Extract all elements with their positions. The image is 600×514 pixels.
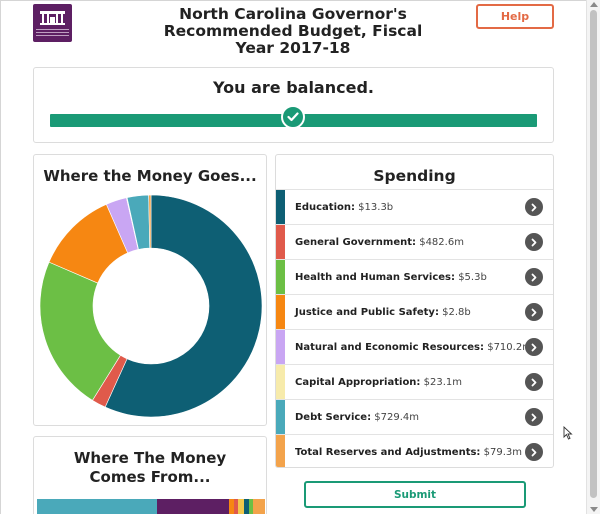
donut-segment[interactable] <box>39 261 121 401</box>
donut-segment[interactable] <box>104 194 263 418</box>
revenue-segment[interactable] <box>253 499 265 514</box>
chevron-right-icon[interactable] <box>525 268 543 286</box>
balance-indicator <box>281 105 305 129</box>
scroll-up-arrow-icon[interactable] <box>590 2 598 7</box>
spending-category: General Government: <box>295 236 417 248</box>
spending-row-label: Justice and Public Safety: $2.8b <box>295 307 471 318</box>
building-icon <box>40 11 65 25</box>
money-goes-panel: Where the Money Goes... <box>33 154 267 426</box>
spending-category: Education: <box>295 201 355 213</box>
spending-amount: $79.3m <box>483 446 522 458</box>
spending-category: Total Reserves and Adjustments: <box>295 446 481 458</box>
spending-row-label: General Government: $482.6m <box>295 237 464 248</box>
spending-row-swatch <box>276 295 285 329</box>
money-comes-panel: Where The Money Comes From... <box>33 436 267 514</box>
spending-amount: $23.1m <box>423 376 462 388</box>
mouse-cursor-icon <box>563 426 573 440</box>
spending-row-label: Debt Service: $729.4m <box>295 412 419 423</box>
spending-row-label: Capital Appropriation: $23.1m <box>295 377 462 388</box>
spending-row[interactable]: General Government: $482.6m <box>276 224 553 259</box>
spending-row-label: Health and Human Services: $5.3b <box>295 272 487 283</box>
nc-osbm-logo <box>33 4 72 42</box>
spending-amount: $5.3b <box>458 271 487 283</box>
spending-row[interactable]: Natural and Economic Resources: $710.2m <box>276 329 553 364</box>
chevron-right-icon[interactable] <box>525 303 543 321</box>
spending-row-swatch <box>276 435 285 467</box>
spending-panel: Spending Education: $13.3b General Govern… <box>275 154 554 468</box>
spending-row-swatch <box>276 190 285 224</box>
chevron-right-icon[interactable] <box>525 443 543 461</box>
page-scrollbar[interactable] <box>586 0 600 514</box>
spending-row-swatch <box>276 400 285 434</box>
revenue-segment[interactable] <box>249 499 253 514</box>
spending-row[interactable]: Education: $13.3b <box>276 189 553 224</box>
revenue-segment[interactable] <box>234 499 238 514</box>
chevron-right-icon[interactable] <box>525 408 543 426</box>
money-comes-heading: Where The Money Comes From... <box>73 449 227 486</box>
chevron-right-icon[interactable] <box>525 373 543 391</box>
spending-row[interactable]: Capital Appropriation: $23.1m <box>276 364 553 399</box>
revenue-segment[interactable] <box>37 499 157 514</box>
spending-row-label: Education: $13.3b <box>295 202 393 213</box>
revenue-segment[interactable] <box>157 499 229 514</box>
spending-amount: $710.2m <box>487 341 532 353</box>
spending-amount: $2.8b <box>442 306 471 318</box>
revenue-segment[interactable] <box>238 499 244 514</box>
spending-row-swatch <box>276 330 285 364</box>
donut-segment[interactable] <box>148 194 152 249</box>
checkmark-icon <box>287 112 299 122</box>
chevron-right-icon[interactable] <box>525 198 543 216</box>
spending-row-swatch <box>276 365 285 399</box>
spending-category: Capital Appropriation: <box>295 376 421 388</box>
spending-row[interactable]: Justice and Public Safety: $2.8b <box>276 294 553 329</box>
spending-heading: Spending <box>373 167 456 185</box>
spending-row-swatch <box>276 260 285 294</box>
balance-panel: You are balanced. <box>33 67 554 143</box>
revenue-segment[interactable] <box>229 499 234 514</box>
spending-category: Debt Service: <box>295 411 372 423</box>
spending-donut-chart[interactable] <box>38 193 264 419</box>
spending-amount: $13.3b <box>358 201 394 213</box>
submit-button[interactable]: Submit <box>304 481 526 508</box>
revenue-segment[interactable] <box>244 499 249 514</box>
chevron-right-icon[interactable] <box>525 338 543 356</box>
page-title: North Carolina Governor's Recommended Bu… <box>163 5 423 57</box>
spending-amount: $729.4m <box>374 411 419 423</box>
balance-status: You are balanced. <box>213 78 374 97</box>
spending-row-label: Natural and Economic Resources: $710.2m <box>295 342 532 353</box>
spending-row-swatch <box>276 225 285 259</box>
spending-row[interactable]: Health and Human Services: $5.3b <box>276 259 553 294</box>
spending-amount: $482.6m <box>419 236 464 248</box>
help-button[interactable]: Help <box>476 4 554 29</box>
spending-category: Natural and Economic Resources: <box>295 341 485 353</box>
chevron-right-icon[interactable] <box>525 233 543 251</box>
spending-row[interactable]: Total Reserves and Adjustments: $79.3m <box>276 434 553 467</box>
spending-category: Justice and Public Safety: <box>295 306 439 318</box>
money-goes-heading: Where the Money Goes... <box>43 167 257 185</box>
scroll-thumb[interactable] <box>590 10 597 498</box>
revenue-bar[interactable] <box>37 499 265 514</box>
spending-row-label: Total Reserves and Adjustments: $79.3m <box>295 447 522 458</box>
spending-row[interactable]: Debt Service: $729.4m <box>276 399 553 434</box>
scroll-down-arrow-icon[interactable] <box>590 507 598 512</box>
spending-category: Health and Human Services: <box>295 271 455 283</box>
